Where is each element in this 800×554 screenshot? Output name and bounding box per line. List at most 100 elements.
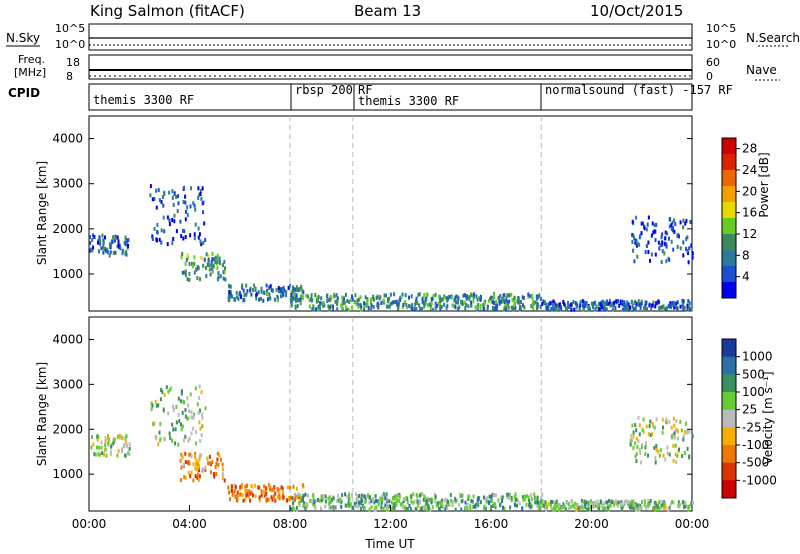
data-cell-327 (276, 495, 279, 499)
data-cell-315 (239, 485, 242, 490)
data-cell-587 (426, 507, 429, 512)
data-cell-623 (479, 500, 482, 504)
data-cell-182 (224, 277, 227, 282)
data-cell-114 (167, 389, 170, 394)
data-cell-243 (300, 287, 303, 292)
data-cell-791 (654, 238, 657, 243)
data-cell-967 (665, 306, 668, 311)
data-cell-637 (336, 302, 339, 306)
data-cell-1063 (623, 303, 626, 308)
data-cell-130 (193, 412, 196, 417)
data-cell-766 (635, 459, 638, 464)
data-cell-234 (262, 298, 265, 303)
data-cell-186 (217, 462, 220, 467)
data-cell-469 (482, 495, 485, 500)
data-cell-166 (210, 470, 212, 475)
data-cell-68 (175, 404, 178, 409)
data-cell-52 (125, 434, 128, 439)
data-cell-966 (623, 300, 626, 305)
data-cell-628 (484, 506, 487, 511)
data-cell-1048 (570, 499, 573, 504)
data-cell-910 (676, 300, 679, 305)
data-cell-488 (490, 295, 493, 300)
data-cell-687 (312, 307, 315, 312)
data-cell-777 (668, 224, 671, 229)
data-cell-627 (403, 505, 406, 510)
data-cell-535 (369, 300, 372, 305)
data-cell-233 (250, 490, 253, 495)
data-cell-636 (415, 296, 418, 301)
data-cell-989 (565, 307, 568, 312)
data-cell-151 (162, 408, 165, 413)
colorbar-tick-label-4: 20 (742, 184, 757, 198)
data-cell-133 (177, 201, 180, 206)
data-cell-143 (151, 197, 154, 202)
data-cell-256 (241, 493, 244, 498)
data-cell-247 (260, 286, 263, 291)
data-cell-451 (423, 505, 426, 510)
data-cell-803 (689, 220, 692, 225)
data-cell-507 (398, 499, 401, 503)
data-cell-537 (453, 298, 456, 303)
data-cell-669 (374, 494, 377, 499)
date-title: 10/Oct/2015 (590, 2, 683, 20)
data-cell-713 (330, 295, 332, 300)
data-cell-779 (682, 437, 685, 442)
data-cell-655 (295, 505, 298, 510)
data-cell-182 (214, 464, 217, 469)
data-cell-737 (413, 499, 416, 504)
data-cell-674 (311, 297, 314, 302)
data-cell-80 (158, 237, 161, 242)
data-cell-253 (296, 297, 299, 302)
data-cell-760 (676, 453, 679, 458)
data-cell-734 (317, 304, 320, 309)
data-cell-56 (114, 236, 117, 240)
data-cell-586 (346, 494, 349, 499)
data-cell-912 (662, 304, 665, 309)
data-cell-162 (207, 461, 210, 466)
data-cell-516 (328, 501, 331, 506)
data-cell-51 (100, 445, 103, 450)
data-cell-90 (195, 441, 198, 446)
colorbar-tick-label-1: 500 (742, 367, 765, 381)
data-cell-559 (488, 494, 491, 499)
data-cell-541 (346, 299, 349, 304)
data-cell-117 (184, 194, 187, 199)
y-tick-label-2: 3000 (52, 177, 83, 191)
data-cell-411 (323, 494, 325, 499)
data-cell-232 (273, 494, 276, 499)
data-cell-461 (507, 492, 510, 497)
data-cell-340 (233, 488, 236, 493)
data-cell-717 (327, 298, 330, 302)
data-cell-724 (435, 503, 438, 508)
beam-title: Beam 13 (354, 2, 421, 20)
data-cell-29 (125, 443, 128, 448)
data-cell-66 (153, 197, 156, 201)
data-cell-836 (649, 258, 651, 263)
data-cell-800 (653, 223, 656, 228)
colorbar-band-7 (722, 462, 736, 481)
data-cell-680 (486, 496, 489, 500)
data-cell-167 (216, 451, 219, 456)
data-cell-663 (308, 498, 311, 503)
data-cell-832 (648, 424, 651, 429)
data-cell-74 (162, 215, 165, 220)
data-cell-1082 (574, 501, 577, 506)
data-cell-530 (513, 300, 516, 304)
data-cell-888 (577, 506, 580, 510)
data-cell-303 (269, 487, 271, 492)
data-cell-461 (292, 292, 295, 297)
data-cell-147 (158, 198, 161, 203)
data-cell-1030 (550, 307, 553, 311)
data-cell-502 (455, 300, 458, 305)
data-cell-520 (402, 499, 405, 503)
data-cell-839 (654, 456, 657, 461)
data-cell-428 (463, 293, 466, 298)
data-cell-176 (182, 463, 185, 467)
data-cell-736 (336, 298, 339, 303)
data-cell-363 (315, 307, 318, 312)
data-cell-957 (582, 307, 585, 312)
data-cell-36 (123, 444, 126, 449)
data-cell-126 (190, 415, 193, 420)
freq-label-line2: [MHz] (14, 66, 46, 79)
